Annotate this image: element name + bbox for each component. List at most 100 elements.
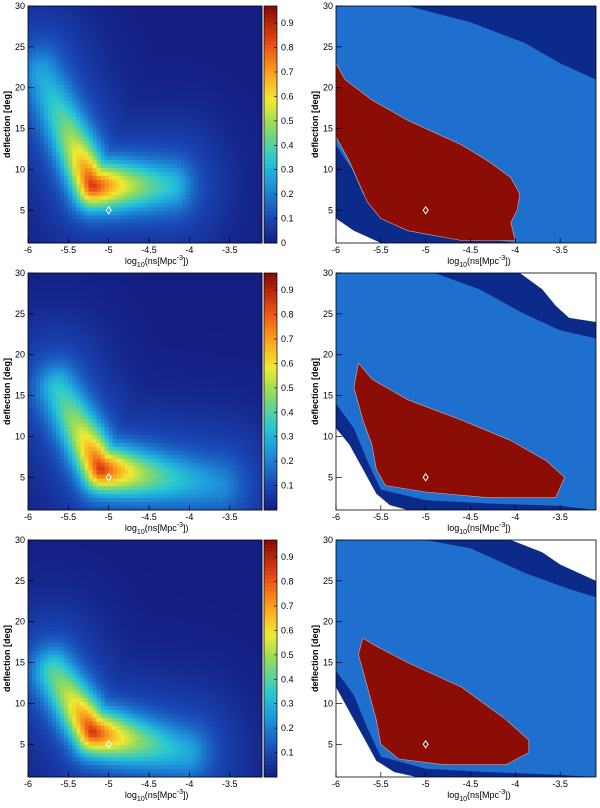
panel-0-heatmap-cell	[72, 112, 77, 117]
panel-0-heatmap-cell	[193, 92, 198, 98]
panel-0-colorbar-step	[264, 77, 277, 82]
panel-0-heatmap-cell	[237, 175, 243, 181]
panel-0-heatmap-cell	[233, 136, 239, 141]
panel-0-heatmap-cell	[116, 92, 122, 98]
panel-0-heatmap-cell	[136, 104, 142, 110]
panel-1-heatmap-cell	[36, 324, 41, 329]
panel-0-heatmap-cell	[108, 231, 114, 236]
panel-0-heatmap-cell	[245, 92, 251, 98]
panel-0-heatmap-cell	[72, 199, 77, 204]
panel-0-heatmap-cell	[104, 92, 110, 98]
panel-1-heatmap-cell	[112, 454, 118, 460]
panel-0-heatmap-cell	[76, 199, 81, 204]
panel-0-heatmap-cell	[229, 25, 235, 31]
panel-0-right-xtick-label-0: -6	[332, 245, 340, 255]
panel-0-heatmap-cell	[112, 88, 118, 94]
panel-0-heatmap-cell	[205, 100, 210, 106]
panel-0-heatmap-cell	[145, 25, 150, 31]
panel-0-heatmap-cell	[40, 167, 45, 173]
panel-1-heatmap-cell	[60, 494, 65, 499]
panel-0-heatmap-cell	[153, 128, 158, 133]
panel-1-heatmap-cell	[68, 490, 73, 495]
panel-0-heatmap-cell	[225, 37, 231, 42]
panel-0-heatmap-cell	[92, 219, 97, 224]
panel-0-heatmap-cell	[257, 69, 263, 74]
panel-0-heatmap-cell	[185, 49, 190, 54]
panel-0-heatmap-cell	[201, 140, 206, 145]
panel-0-heatmap-cell	[165, 160, 170, 165]
panel-0-heatmap-cell	[108, 219, 114, 224]
panel-0-heatmap-cell	[181, 171, 186, 177]
panel-1-heatmap-cell	[88, 502, 93, 507]
panel-0-heatmap-cell	[153, 203, 158, 208]
panel-0-heatmap-cell	[116, 175, 122, 181]
panel-0-heatmap-cell	[157, 164, 162, 169]
panel-0-heatmap-cell	[201, 112, 206, 117]
panel-1-heatmap-cell	[56, 450, 61, 456]
panel-1-heatmap-cell	[112, 371, 118, 377]
panel-0-heatmap-cell	[153, 160, 158, 165]
panel-0-heatmap-cell	[165, 144, 170, 149]
panel-0-heatmap-cell	[241, 108, 247, 114]
panel-1-heatmap-cell	[44, 434, 49, 440]
panel-1-heatmap-cell	[52, 284, 57, 290]
panel-0-heatmap-cell	[68, 13, 73, 19]
panel-0-heatmap-cell	[124, 128, 130, 133]
panel-0-heatmap-cell	[257, 53, 263, 58]
panel-1-heatmap-cell	[108, 415, 114, 420]
panel-0-heatmap-cell	[120, 140, 126, 145]
panel-0-heatmap-cell	[140, 53, 146, 58]
panel-0-heatmap-cell	[217, 211, 223, 216]
panel-0-heatmap-cell	[96, 239, 102, 244]
panel-0-heatmap-cell	[88, 100, 93, 106]
panel-0-heatmap-cell	[197, 120, 202, 125]
panel-0-heatmap-cell	[32, 116, 37, 121]
panel-0-heatmap-cell	[233, 37, 239, 42]
panel-0-heatmap-cell	[128, 41, 134, 46]
panel-1-heatmap-cell	[76, 352, 81, 357]
panel-1-heatmap-cell	[52, 359, 57, 365]
panel-0-heatmap-cell	[177, 104, 182, 110]
panel-1-heatmap-cell	[28, 490, 33, 495]
panel-1-heatmap-cell	[72, 502, 77, 507]
panel-0-heatmap-cell	[124, 25, 130, 31]
panel-0-heatmap-cell	[237, 136, 243, 141]
panel-0-heatmap-cell	[52, 148, 57, 153]
panel-0-heatmap-cell	[193, 85, 198, 90]
panel-0-heatmap-cell	[76, 191, 81, 196]
panel-0-heatmap-cell	[48, 227, 53, 232]
panel-0-heatmap-cell	[169, 49, 174, 54]
panel-0-heatmap-cell	[100, 219, 106, 224]
panel-0-heatmap-cell	[72, 57, 77, 62]
panel-1-heatmap-cell	[112, 276, 118, 282]
panel-0-heatmap-cell	[36, 156, 41, 161]
panel-1-heatmap-cell	[96, 383, 102, 388]
panel-0-heatmap-cell	[76, 179, 81, 185]
panel-0-heatmap-cell	[173, 203, 178, 208]
panel-0-heatmap-cell	[185, 73, 190, 78]
panel-0-heatmap-cell	[100, 187, 106, 193]
panel-0-heatmap-cell	[124, 160, 130, 165]
panel-0-heatmap-cell	[104, 179, 110, 185]
panel-0-heatmap-cell	[221, 6, 227, 11]
panel-0-heatmap-cell	[48, 100, 53, 106]
panel-0-heatmap-cell	[253, 171, 259, 177]
panel-0-heatmap-cell	[92, 211, 97, 216]
panel-0-heatmap-cell	[153, 69, 158, 74]
panel-0-heatmap-cell	[249, 120, 255, 125]
panel-0-heatmap-cell	[80, 73, 85, 78]
panel-0-heatmap-cell	[124, 223, 130, 228]
panel-1-heatmap-cell	[116, 458, 122, 463]
panel-1-heatmap-cell	[92, 371, 97, 377]
panel-0-heatmap-cell	[153, 29, 158, 35]
panel-1-heatmap-cell	[44, 379, 49, 384]
panel-0-heatmap-cell	[189, 17, 194, 23]
panel-0-heatmap-cell	[177, 112, 182, 117]
panel-0-heatmap-cell	[153, 13, 158, 19]
panel-0-heatmap-cell	[56, 33, 61, 38]
panel-0-heatmap-cell	[28, 164, 33, 169]
panel-0-heatmap-cell	[157, 183, 162, 189]
panel-0-heatmap-cell	[32, 104, 37, 110]
panel-1-heatmap-cell	[76, 308, 81, 313]
panel-1-heatmap-cell	[68, 399, 73, 404]
